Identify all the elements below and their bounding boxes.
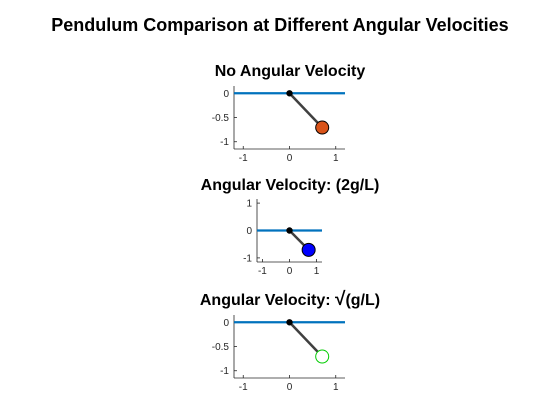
pendulum-rod — [290, 93, 323, 127]
x-tick-label: 0 — [287, 153, 293, 164]
figure-title: Pendulum Comparison at Different Angular… — [51, 15, 508, 35]
y-tick-label: 0 — [223, 89, 229, 100]
subplot-3-axes: -1 0 1 0 -0.5 -1 — [212, 315, 345, 393]
subplot-3-title: Angular Velocity: √(g/L) — [200, 289, 380, 310]
y-tick-label: -1 — [220, 137, 229, 148]
pivot-point — [286, 319, 292, 325]
x-tick-label: -1 — [239, 153, 248, 164]
pendulum-bob — [316, 350, 329, 363]
y-tick-label: 0 — [223, 318, 229, 329]
subplot-3-title-sqrt-symbol: √ — [335, 289, 346, 310]
x-tick-label: 1 — [333, 382, 339, 393]
subplot-1-axes: -1 0 1 0 -0.5 -1 — [212, 86, 345, 164]
y-tick-label: 1 — [246, 199, 252, 210]
x-tick-label: 1 — [314, 266, 320, 277]
x-tick-label: 0 — [287, 382, 293, 393]
y-tick-label: -1 — [243, 253, 252, 264]
pendulum-rod — [290, 322, 323, 356]
subplot-2-axes: -1 0 1 1 0 -1 — [243, 199, 322, 277]
y-tick-label: -1 — [220, 366, 229, 377]
pendulum-bob — [316, 121, 329, 134]
subplot-2-title: Angular Velocity: (2g/L) — [201, 177, 380, 194]
subplot-3-title-suffix: (g/L) — [345, 292, 380, 309]
subplot-1-title: No Angular Velocity — [215, 63, 366, 80]
pendulum-bob — [302, 243, 315, 256]
y-tick-label: 0 — [246, 226, 252, 237]
x-tick-label: 0 — [287, 266, 293, 277]
x-tick-label: -1 — [239, 382, 248, 393]
x-tick-label: 1 — [333, 153, 339, 164]
x-tick-label: -1 — [258, 266, 267, 277]
y-tick-label: -0.5 — [212, 113, 230, 124]
subplot-3-title-prefix: Angular Velocity: — [200, 292, 335, 309]
pivot-point — [286, 227, 292, 233]
pivot-point — [286, 90, 292, 96]
y-tick-label: -0.5 — [212, 342, 230, 353]
